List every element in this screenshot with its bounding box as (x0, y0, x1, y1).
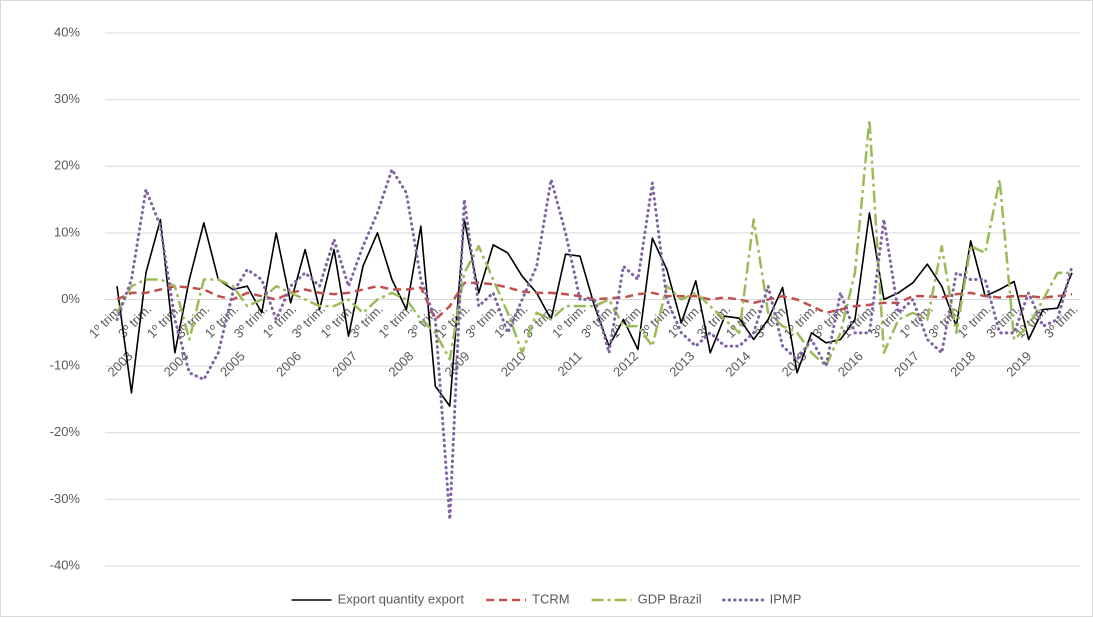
y-tick-label: 40% (54, 24, 80, 39)
series-line (115, 118, 1072, 368)
y-tick-label: 10% (54, 224, 80, 239)
legend: Export quantity export TCRM GDP Brazil IPMP (291, 591, 802, 606)
series-line (116, 212, 1073, 407)
y-tick-label: -10% (50, 358, 81, 373)
y-tick-label: 20% (54, 158, 80, 173)
y-tick-label: -20% (50, 424, 81, 439)
legend-label: GDP Brazil (638, 591, 702, 606)
y-tick-label: 0% (61, 291, 80, 306)
y-tick-label: -30% (50, 491, 81, 506)
y-tick-label: 30% (54, 91, 80, 106)
legend-label: TCRM (532, 591, 570, 606)
legend-label: Export quantity export (338, 591, 465, 606)
y-tick-label: -40% (50, 557, 81, 572)
series-line (115, 168, 1074, 521)
legend-label: IPMP (770, 591, 802, 606)
